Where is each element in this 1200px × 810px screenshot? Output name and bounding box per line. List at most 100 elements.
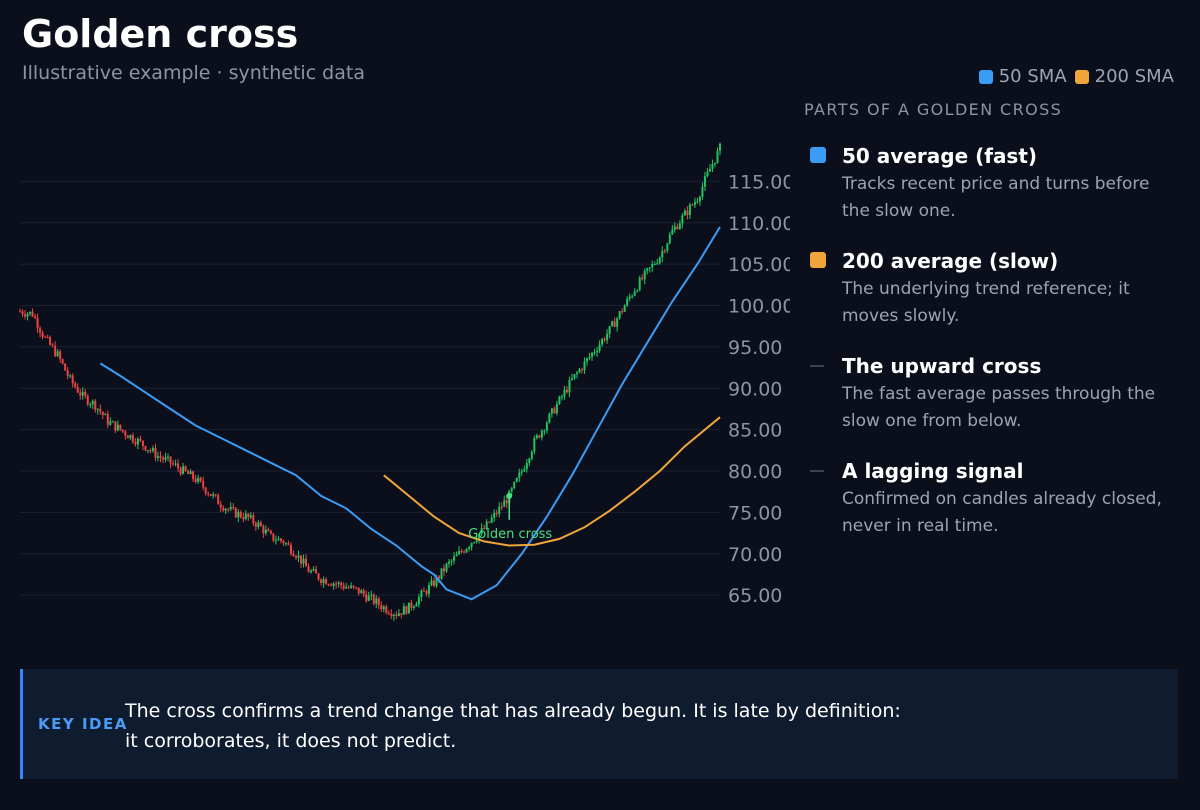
candle-body (470, 542, 473, 548)
candle-body (626, 298, 629, 306)
candle-body (616, 318, 619, 327)
candle-body (691, 204, 694, 206)
candle-body (169, 456, 172, 464)
candle-body (453, 556, 456, 561)
candle-body (272, 533, 275, 541)
candle-body (427, 585, 430, 594)
candle-body (156, 456, 159, 458)
candle-body (172, 463, 175, 465)
candle-body (154, 448, 157, 458)
candle-body (586, 358, 589, 362)
candle-body (701, 186, 704, 197)
candle-body (420, 590, 423, 598)
candle-body (425, 591, 428, 594)
candle-body (109, 421, 112, 425)
dash-icon (810, 470, 824, 472)
chart-subtitle: Illustrative example · synthetic data (22, 62, 365, 84)
candle-body (204, 487, 207, 494)
candle-body (325, 579, 328, 585)
candle-body (269, 531, 272, 534)
candle-body (164, 457, 167, 460)
legend-swatch-200sma (1074, 69, 1089, 84)
candle-body (197, 477, 200, 482)
candle-body (686, 210, 689, 216)
candle-body (84, 391, 87, 396)
candle-body (430, 580, 433, 586)
candle-body (294, 556, 297, 558)
legend-item-200sma[interactable]: 200 SMA (1074, 66, 1174, 87)
candle-body (126, 435, 129, 439)
candle-body (523, 469, 526, 472)
candle-body (234, 507, 237, 518)
candle-body (563, 389, 566, 397)
candle-body (372, 594, 375, 604)
candle-body (350, 585, 353, 588)
candle-body (533, 438, 536, 452)
candle-body (518, 472, 521, 478)
candle-body (360, 590, 363, 594)
candle-body (375, 598, 378, 604)
candle-body (66, 370, 69, 376)
candle-body (21, 311, 24, 315)
candle-body (199, 477, 202, 481)
candle-body (437, 576, 440, 579)
candle-body (480, 528, 483, 534)
candle-body (312, 569, 315, 571)
candle-body (400, 613, 403, 615)
candle-body (606, 333, 609, 341)
candle-body (31, 311, 34, 317)
candle-body (493, 512, 496, 518)
candle-body (289, 544, 292, 554)
candle-body (292, 553, 295, 557)
legend-swatch-50sma (978, 69, 993, 84)
candle-body (362, 590, 365, 595)
candle-body (588, 356, 591, 359)
moving-averages (99, 226, 721, 601)
candle-body (56, 351, 59, 357)
candle-body (69, 375, 72, 377)
candle-body (300, 555, 303, 564)
candle-body (515, 477, 518, 482)
candle-body (317, 573, 320, 580)
candle-body (676, 226, 679, 230)
candle-body (121, 429, 124, 432)
legend-label-200sma: 200 SMA (1094, 66, 1174, 87)
annotations: Golden cross (468, 492, 552, 542)
candle-body (530, 451, 533, 459)
candle-body (352, 585, 355, 588)
part-description: Confirmed on candles already closed, nev… (842, 489, 1162, 536)
candle-body (678, 223, 681, 230)
candle-body (661, 250, 664, 258)
candle-body (59, 351, 62, 360)
part-lagging-signal: A lagging signal Confirmed on candles al… (804, 456, 1174, 540)
candle-body (64, 363, 67, 371)
candle-body (302, 558, 305, 564)
candle-body (698, 196, 701, 202)
candle-body (214, 494, 217, 496)
candle-body (463, 551, 466, 553)
legend-item-50sma[interactable]: 50 SMA (978, 66, 1067, 87)
candle-body (46, 336, 49, 338)
candle-body (475, 540, 478, 543)
candle-body (543, 430, 546, 432)
candle-body (106, 414, 109, 425)
candle-body (405, 606, 408, 614)
candle-body (377, 598, 380, 606)
part-slow-average: 200 average (slow) The underlying trend … (804, 246, 1174, 330)
candle-body (139, 438, 142, 441)
candle-body (448, 561, 451, 564)
candle-body (415, 604, 418, 607)
candle-body (96, 408, 99, 410)
candle-body (397, 613, 400, 616)
candle-body (365, 594, 368, 601)
candle-body (460, 550, 463, 552)
candle-body (209, 494, 212, 496)
candle-body (94, 400, 97, 410)
candle-body (179, 468, 182, 474)
candle-body (151, 448, 154, 451)
candle-body (613, 321, 616, 327)
candle-body (483, 528, 486, 530)
candle-body (36, 318, 39, 329)
candle-body (596, 350, 599, 353)
candle-body (167, 456, 170, 458)
